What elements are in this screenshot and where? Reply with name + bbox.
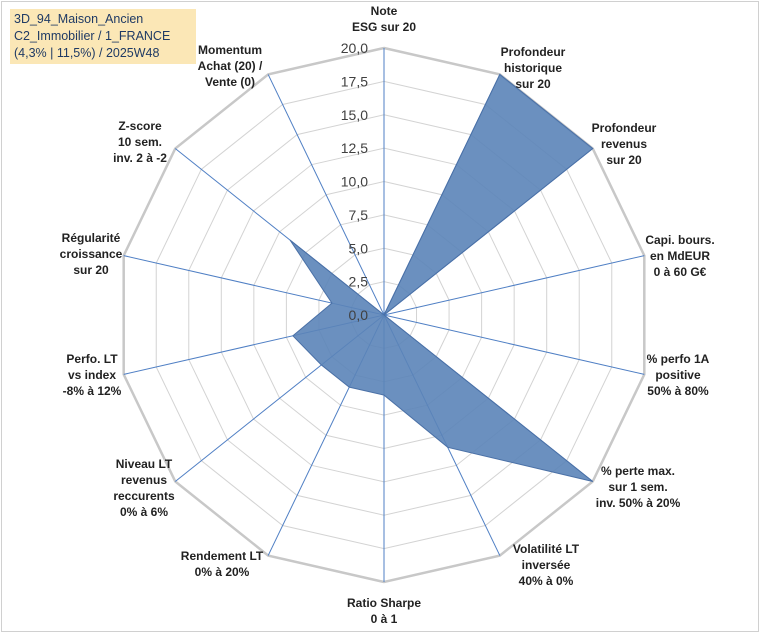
tick-label: 5,0 (349, 240, 369, 256)
axis-label: Régularité croissance sur 20 (59, 231, 123, 277)
tick-label: 20,0 (341, 40, 368, 56)
tick-label: 10,0 (341, 174, 368, 190)
axis-label: Niveau LT revenus reccurents 0% à 6% (113, 457, 175, 519)
axis-line (383, 255, 645, 316)
title-line-1: 3D_94_Maison_Ancien (14, 12, 144, 26)
axis-label: Note ESG sur 20 (351, 4, 417, 34)
axis-label: Ratio Sharpe 0 à 1 (346, 596, 422, 626)
tick-label: 7,5 (349, 207, 369, 223)
tick-label: 0,0 (349, 307, 369, 323)
axis-label: % perte max. sur 1 sem. inv. 50% à 20% (595, 464, 681, 510)
tick-label: 15,0 (341, 107, 368, 123)
axis-label: Rendement LT 0% à 20% (180, 549, 264, 579)
data-area (289, 73, 594, 482)
title-line-3: (4,3% | 11,5%) / 2025W48 (14, 46, 160, 60)
axis-label: Z-score 10 sem. inv. 2 à -2 (113, 119, 167, 165)
axis-label: Momentum Achat (20) / Vente (0) (197, 43, 263, 89)
tick-label: 12,5 (341, 140, 368, 156)
axis-label: Volatilité LT inversée 40% à 0% (512, 542, 580, 588)
axis-label: Profondeur historique sur 20 (500, 45, 566, 91)
axis-label: % perfo 1A positive 50% à 80% (646, 352, 710, 398)
tick-label: 17,5 (341, 73, 368, 89)
title-line-2: C2_Immobilier / 1_FRANCE (14, 29, 171, 43)
chart-title-box: 3D_94_Maison_Ancien C2_Immobilier / 1_FR… (10, 9, 196, 64)
tick-label: 2,5 (349, 274, 369, 290)
axis-line (383, 314, 645, 375)
axis-line (267, 74, 385, 316)
axis-label: Perfo. LT vs index -8% à 12% (62, 352, 122, 398)
axis-label: Capi. bours. en MdEUR 0 à 60 G€ (645, 233, 715, 279)
axis-label: Profondeur revenus sur 20 (591, 121, 657, 167)
